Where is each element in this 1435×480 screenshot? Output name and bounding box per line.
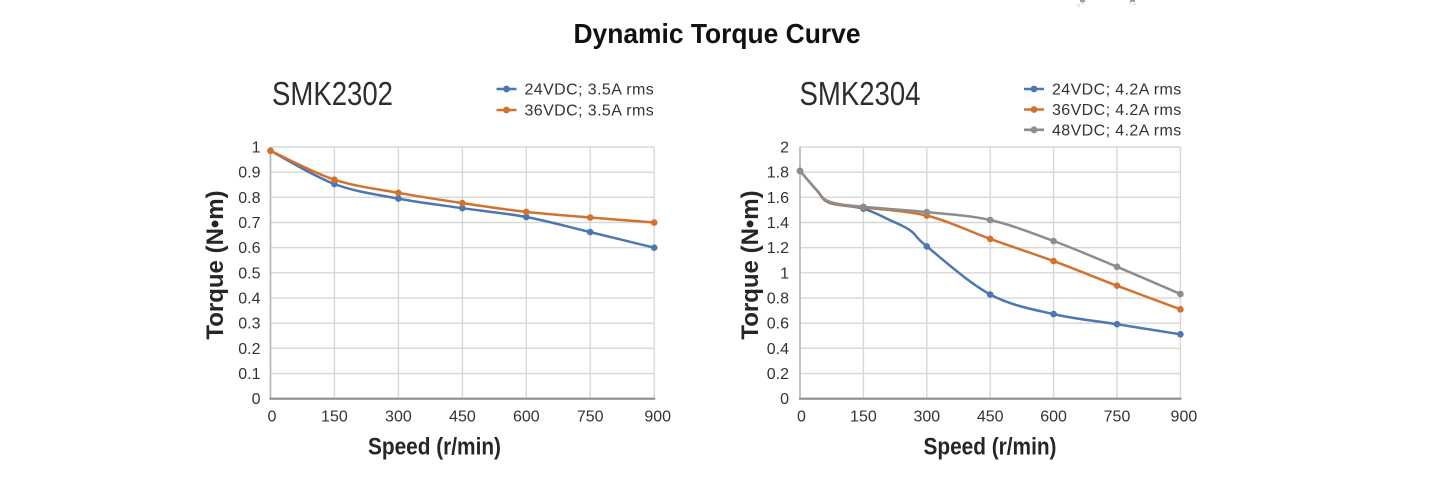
svg-text:SMK2302: SMK2302 [272, 75, 393, 112]
svg-text:0.8: 0.8 [767, 291, 789, 308]
svg-text:1: 1 [252, 140, 261, 157]
svg-text:300: 300 [913, 409, 940, 426]
svg-text:1.8: 1.8 [767, 165, 789, 182]
svg-text:0.5: 0.5 [238, 265, 260, 282]
svg-text:0.3: 0.3 [238, 316, 260, 333]
svg-text:1.2: 1.2 [767, 240, 789, 257]
svg-text:0.6: 0.6 [238, 240, 260, 257]
svg-text:24VDC; 4.2A rms: 24VDC; 4.2A rms [1052, 82, 1182, 99]
svg-text:SMK2304: SMK2304 [800, 75, 921, 112]
svg-text:0.8: 0.8 [238, 190, 260, 207]
svg-text:600: 600 [1040, 409, 1067, 426]
svg-text:2: 2 [780, 140, 789, 157]
svg-text:Torque (N•m): Torque (N•m) [737, 190, 764, 339]
svg-text:48VDC; 4.2A rms: 48VDC; 4.2A rms [1052, 122, 1182, 139]
svg-text:0: 0 [268, 409, 277, 426]
svg-text:0.2: 0.2 [767, 366, 789, 383]
svg-text:0.7: 0.7 [238, 215, 260, 232]
svg-text:300: 300 [385, 409, 412, 426]
svg-text:450: 450 [449, 409, 476, 426]
svg-text:Dynamic Torque Curve: Dynamic Torque Curve [574, 18, 861, 49]
svg-text:450: 450 [977, 409, 1004, 426]
svg-text:0: 0 [797, 409, 806, 426]
svg-text:600: 600 [513, 409, 540, 426]
svg-text:0.4: 0.4 [238, 291, 260, 308]
svg-text:Speed (r/min): Speed (r/min) [924, 434, 1057, 461]
svg-text:150: 150 [321, 409, 348, 426]
svg-text:36VDC; 3.5A rms: 36VDC; 3.5A rms [525, 103, 655, 120]
svg-text:900: 900 [644, 409, 671, 426]
svg-text:1: 1 [780, 265, 789, 282]
svg-text:36VDC; 4.2A rms: 36VDC; 4.2A rms [1052, 102, 1182, 119]
svg-text:0: 0 [252, 391, 261, 408]
svg-text:1.4: 1.4 [767, 215, 789, 232]
svg-text:Speed (r/min): Speed (r/min) [368, 434, 501, 461]
svg-text:750: 750 [577, 409, 604, 426]
svg-text:900: 900 [1171, 409, 1198, 426]
svg-text:750: 750 [1104, 409, 1131, 426]
svg-text:0.2: 0.2 [238, 341, 260, 358]
svg-text:150: 150 [850, 409, 877, 426]
svg-text:0: 0 [780, 391, 789, 408]
svg-text:Torque (N•m): Torque (N•m) [202, 190, 229, 339]
svg-text:1.6: 1.6 [767, 190, 789, 207]
svg-text:0.6: 0.6 [767, 316, 789, 333]
svg-text:0.4: 0.4 [767, 341, 789, 358]
svg-text:24VDC; 3.5A rms: 24VDC; 3.5A rms [525, 82, 655, 99]
svg-text:0.1: 0.1 [238, 366, 260, 383]
svg-text:0.9: 0.9 [238, 165, 260, 182]
